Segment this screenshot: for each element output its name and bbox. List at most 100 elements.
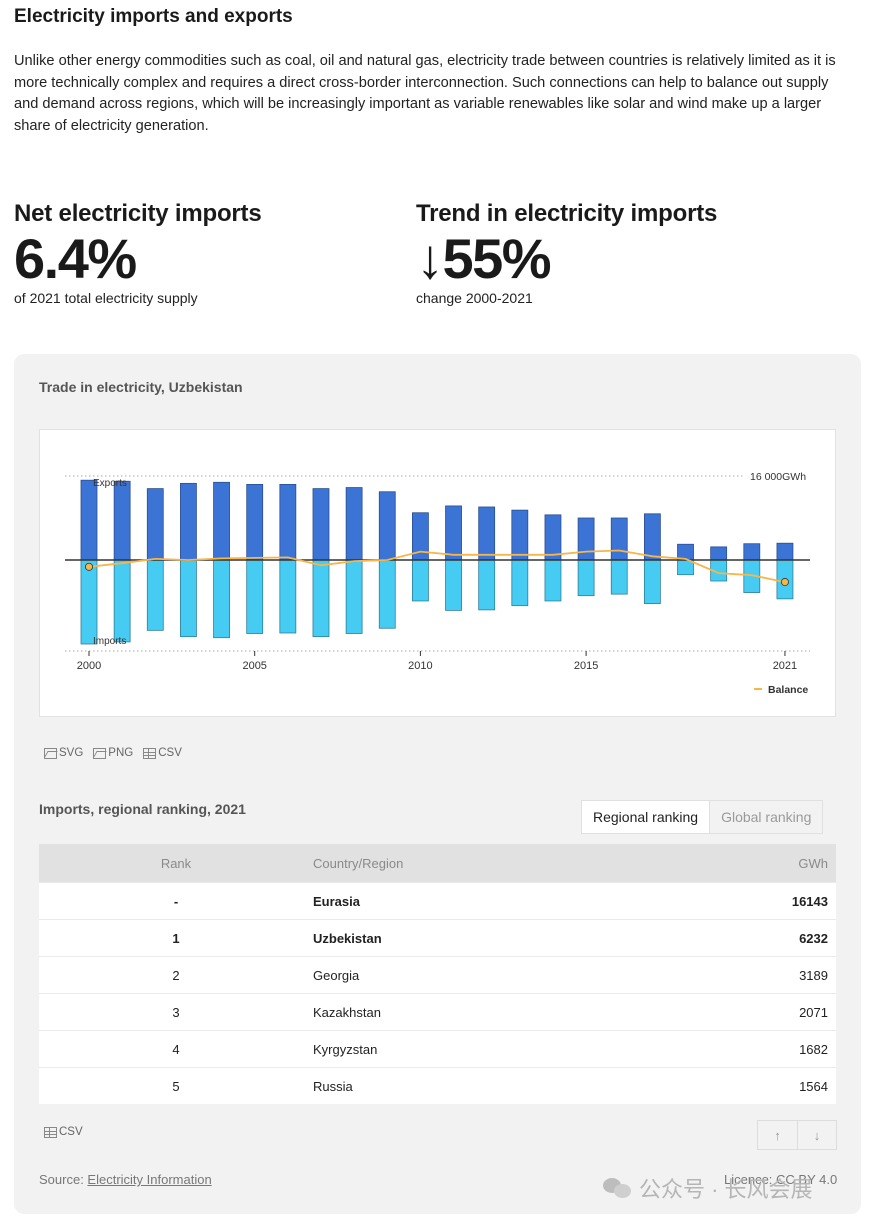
table-header: Rank Country/Region GWh bbox=[39, 844, 836, 882]
cell-gwh: 16143 bbox=[791, 893, 828, 909]
bar-exports bbox=[246, 484, 264, 561]
bar-exports bbox=[80, 479, 98, 561]
tab-regional-ranking[interactable]: Regional ranking bbox=[582, 801, 710, 833]
bar-imports bbox=[279, 559, 297, 634]
download-label: CSV bbox=[158, 747, 182, 759]
table-row: - Eurasia 16143 bbox=[39, 882, 836, 919]
download-label: SVG bbox=[59, 747, 84, 759]
table-row: 5 Russia 1564 bbox=[39, 1067, 836, 1104]
sort-controls: ↑ ↓ bbox=[757, 1120, 837, 1150]
bar-exports bbox=[180, 482, 197, 561]
image-icon bbox=[44, 747, 57, 759]
bar-exports bbox=[610, 517, 628, 561]
source-prefix: Source: bbox=[39, 1172, 88, 1187]
bar-exports bbox=[279, 484, 297, 561]
download-csv-button[interactable]: CSV bbox=[143, 747, 182, 759]
wechat-icon bbox=[603, 1176, 633, 1200]
bar-exports bbox=[345, 487, 363, 561]
stat-value: 6.4% bbox=[14, 227, 137, 290]
bar-exports bbox=[776, 542, 794, 561]
bar-exports bbox=[478, 506, 496, 561]
cell-rank: 5 bbox=[172, 1078, 180, 1094]
cell-country: Kazakhstan bbox=[313, 1004, 381, 1020]
bar-exports bbox=[146, 488, 164, 561]
stat-caption: change 2000-2021 bbox=[416, 290, 533, 306]
tab-global-ranking[interactable]: Global ranking bbox=[709, 801, 823, 833]
bar-imports bbox=[643, 559, 661, 604]
stat-net-imports: Net electricity imports 6.4% of 2021 tot… bbox=[14, 200, 262, 306]
bar-imports bbox=[80, 559, 98, 645]
bar-exports bbox=[743, 543, 761, 561]
cell-rank: 4 bbox=[172, 1041, 180, 1057]
arrow-up-icon[interactable]: ↑ bbox=[758, 1121, 797, 1149]
stat-title: Net electricity imports bbox=[14, 200, 262, 227]
download-label: PNG bbox=[108, 747, 134, 759]
source-link[interactable]: Electricity Information bbox=[87, 1172, 212, 1187]
legend-balance-label: Balance bbox=[768, 684, 808, 696]
bar-exports bbox=[511, 509, 529, 561]
bar-imports bbox=[113, 559, 131, 643]
stat-caption: of 2021 total electricity supply bbox=[14, 290, 198, 306]
cell-country: Georgia bbox=[313, 967, 360, 983]
bar-imports bbox=[544, 559, 562, 602]
cell-gwh: 3189 bbox=[799, 967, 828, 983]
bar-imports bbox=[478, 559, 496, 611]
balance-point-start bbox=[85, 562, 94, 571]
cell-rank: 2 bbox=[172, 967, 180, 983]
cell-gwh: 1564 bbox=[799, 1078, 828, 1094]
stat-value: ↓55% bbox=[416, 227, 552, 290]
series-label-exports: Exports bbox=[93, 478, 127, 489]
bar-exports bbox=[213, 481, 230, 561]
section-title: Electricity imports and exports bbox=[14, 6, 293, 27]
bar-imports bbox=[345, 559, 363, 634]
bar-exports bbox=[445, 505, 462, 561]
table-icon bbox=[143, 747, 157, 759]
chart-downloads: SVG PNG CSV bbox=[44, 747, 182, 759]
column-header-rank[interactable]: Rank bbox=[160, 855, 192, 871]
bar-imports bbox=[610, 559, 628, 595]
table-row: 1 Uzbekistan 6232 bbox=[39, 919, 836, 956]
stat-title: Trend in electricity imports bbox=[416, 200, 718, 227]
series-label-imports: Imports bbox=[93, 636, 126, 647]
table-download-csv-button[interactable]: CSV bbox=[44, 1126, 83, 1138]
ranking-table: Rank Country/Region GWh - Eurasia 16143 1 Uz… bbox=[39, 844, 836, 1104]
data-card: Trade in electricity, Uzbekistan 16 000G… bbox=[14, 354, 861, 1214]
cell-gwh: 6232 bbox=[799, 930, 828, 946]
table-row: 2 Georgia 3189 bbox=[39, 956, 836, 993]
x-tick-label: 2010 bbox=[408, 660, 432, 672]
column-header-country[interactable]: Country/Region bbox=[313, 855, 404, 871]
licence-note: Licence: CC BY 4.0 bbox=[724, 1172, 838, 1187]
column-header-gwh[interactable]: GWh bbox=[798, 855, 828, 871]
bar-imports bbox=[411, 559, 429, 602]
table-icon bbox=[44, 1126, 57, 1138]
chart-container[interactable]: 16 000GWh Exports Imports 2000 2005 2010 2015 2… bbox=[39, 429, 836, 717]
table-row: 4 Kyrgyzstan 1682 bbox=[39, 1030, 836, 1067]
download-svg-button[interactable]: SVG bbox=[44, 747, 83, 759]
download-png-button[interactable]: PNG bbox=[93, 747, 133, 759]
bar-exports bbox=[113, 480, 131, 561]
x-tick-label: 2015 bbox=[574, 660, 598, 672]
bar-imports bbox=[312, 559, 330, 638]
cell-rank: 1 bbox=[172, 930, 180, 946]
stat-import-trend: Trend in electricity imports ↓55% change… bbox=[416, 200, 717, 306]
cell-rank: - bbox=[173, 893, 179, 909]
x-tick-label: 2000 bbox=[77, 660, 101, 672]
trade-chart[interactable]: 16 000GWh Exports Imports 2000 2005 2010 2015 2… bbox=[40, 430, 837, 718]
bar-exports bbox=[378, 491, 396, 561]
arrow-down-icon[interactable]: ↓ bbox=[797, 1121, 836, 1149]
gridline-label: 16 000GWh bbox=[750, 471, 806, 483]
cell-gwh: 2071 bbox=[799, 1004, 828, 1020]
cell-rank: 3 bbox=[172, 1004, 180, 1020]
chart-title: Trade in electricity, Uzbekistan bbox=[39, 379, 243, 395]
cell-country: Kyrgyzstan bbox=[313, 1041, 378, 1057]
x-tick-label: 2005 bbox=[242, 660, 266, 672]
bar-imports bbox=[511, 559, 529, 607]
watermark: 公众号 · 长风会展 bbox=[603, 1172, 813, 1204]
bar-exports bbox=[643, 513, 661, 561]
ranking-title: Imports, regional ranking, 2021 bbox=[39, 801, 246, 817]
bar-exports bbox=[312, 488, 330, 561]
cell-gwh: 1682 bbox=[799, 1041, 828, 1057]
bar-imports bbox=[246, 559, 264, 634]
x-tick-label: 2021 bbox=[773, 660, 797, 672]
source-note: Source: Electricity Information bbox=[39, 1172, 212, 1187]
